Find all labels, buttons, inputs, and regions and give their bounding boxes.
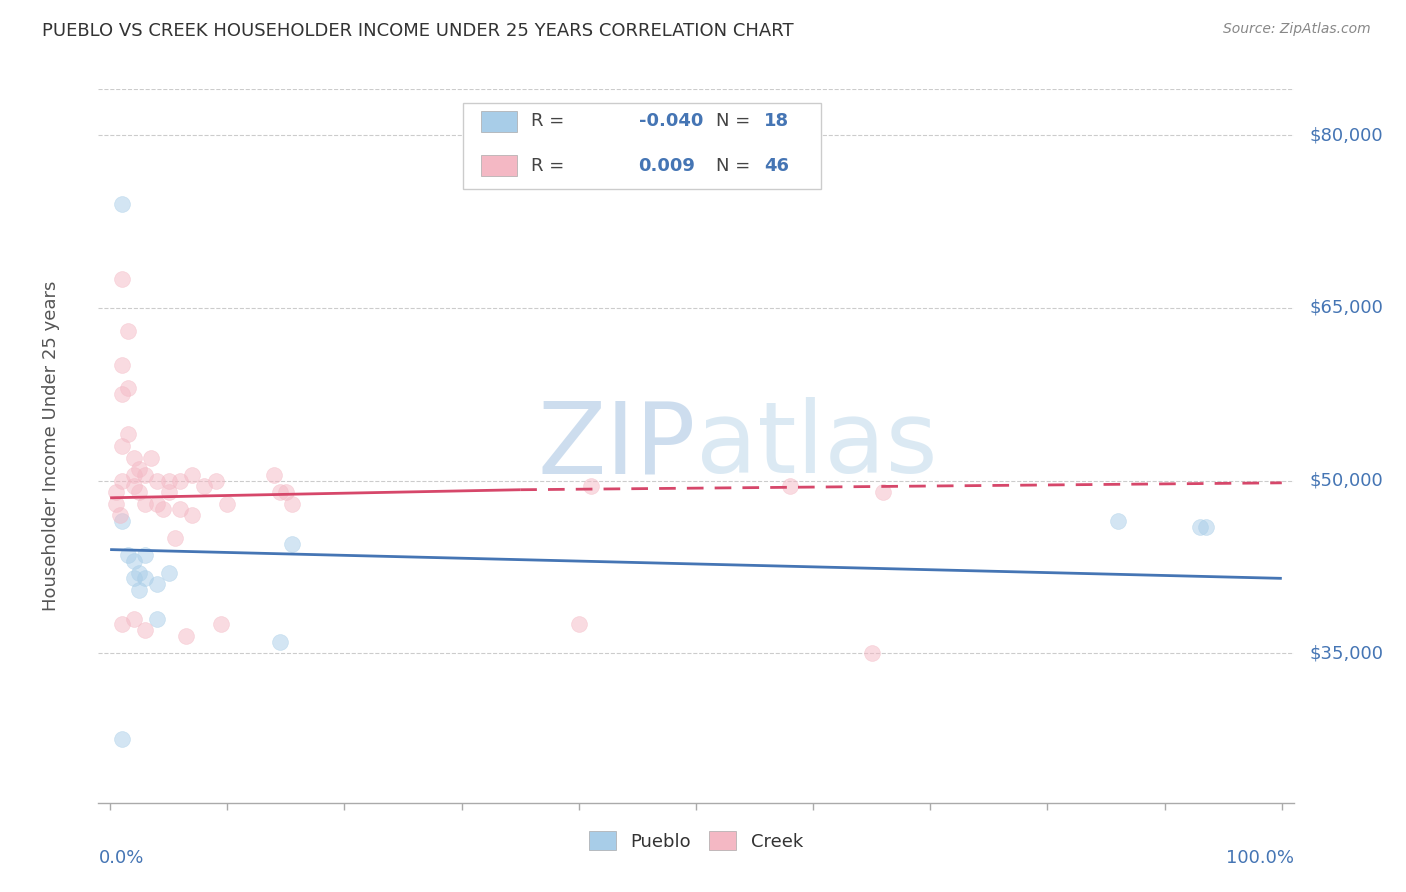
Point — [146, 612, 169, 626]
Point — [134, 549, 156, 563]
Point — [122, 479, 145, 493]
Text: 18: 18 — [763, 112, 789, 130]
Point — [111, 732, 134, 747]
Text: 100.0%: 100.0% — [1226, 849, 1294, 867]
Point — [111, 359, 134, 373]
Point — [146, 497, 169, 511]
Text: atlas: atlas — [696, 398, 938, 494]
Point — [117, 381, 139, 395]
FancyBboxPatch shape — [481, 111, 517, 132]
Point — [579, 479, 602, 493]
Point — [193, 479, 215, 493]
Text: $35,000: $35,000 — [1309, 644, 1384, 662]
Point — [281, 497, 304, 511]
Text: 0.0%: 0.0% — [98, 849, 143, 867]
Point — [157, 485, 180, 500]
Point — [169, 474, 191, 488]
Point — [204, 474, 226, 488]
Point — [1107, 514, 1129, 528]
Point — [108, 508, 131, 522]
Point — [872, 485, 894, 500]
Text: R =: R = — [531, 157, 564, 175]
Point — [146, 474, 169, 488]
Point — [568, 617, 591, 632]
Point — [134, 571, 156, 585]
Point — [779, 479, 801, 493]
Text: Householder Income Under 25 years: Householder Income Under 25 years — [42, 281, 59, 611]
Point — [181, 467, 204, 482]
Point — [174, 629, 197, 643]
Point — [111, 197, 134, 211]
Point — [157, 566, 180, 580]
Point — [263, 467, 285, 482]
Point — [122, 612, 145, 626]
Point — [122, 450, 145, 465]
Point — [117, 324, 139, 338]
Point — [111, 387, 134, 401]
Point — [128, 462, 150, 476]
Point — [122, 571, 145, 585]
Text: $65,000: $65,000 — [1309, 299, 1384, 317]
Point — [128, 582, 150, 597]
Point — [122, 467, 145, 482]
Text: PUEBLO VS CREEK HOUSEHOLDER INCOME UNDER 25 YEARS CORRELATION CHART: PUEBLO VS CREEK HOUSEHOLDER INCOME UNDER… — [42, 22, 794, 40]
Text: R =: R = — [531, 112, 564, 130]
Point — [111, 474, 134, 488]
Point — [269, 634, 291, 648]
Point — [111, 617, 134, 632]
Point — [211, 617, 233, 632]
Point — [163, 531, 186, 545]
Text: -0.040: -0.040 — [638, 112, 703, 130]
Point — [269, 485, 291, 500]
Text: $50,000: $50,000 — [1309, 472, 1384, 490]
Point — [181, 508, 204, 522]
Point — [157, 474, 180, 488]
Point — [105, 485, 128, 500]
Point — [128, 485, 150, 500]
Text: ZIP: ZIP — [537, 398, 696, 494]
Point — [117, 427, 139, 442]
FancyBboxPatch shape — [481, 155, 517, 177]
Point — [860, 646, 883, 660]
Point — [111, 439, 134, 453]
Point — [117, 549, 139, 563]
Point — [281, 537, 304, 551]
FancyBboxPatch shape — [463, 103, 821, 189]
Text: N =: N = — [716, 157, 751, 175]
Point — [141, 450, 163, 465]
Point — [111, 514, 134, 528]
Point — [122, 554, 145, 568]
Text: 0.009: 0.009 — [638, 157, 696, 175]
Text: Source: ZipAtlas.com: Source: ZipAtlas.com — [1223, 22, 1371, 37]
Text: N =: N = — [716, 112, 751, 130]
Point — [169, 502, 191, 516]
Point — [134, 497, 156, 511]
Point — [274, 485, 297, 500]
Legend: Pueblo, Creek: Pueblo, Creek — [582, 824, 810, 858]
Point — [128, 566, 150, 580]
Point — [134, 467, 156, 482]
Point — [111, 272, 134, 286]
Point — [217, 497, 239, 511]
Point — [105, 497, 128, 511]
Point — [152, 502, 174, 516]
Point — [146, 577, 169, 591]
Point — [134, 623, 156, 637]
Point — [1188, 519, 1211, 533]
Text: 46: 46 — [763, 157, 789, 175]
Text: $80,000: $80,000 — [1309, 127, 1382, 145]
Point — [1195, 519, 1218, 533]
